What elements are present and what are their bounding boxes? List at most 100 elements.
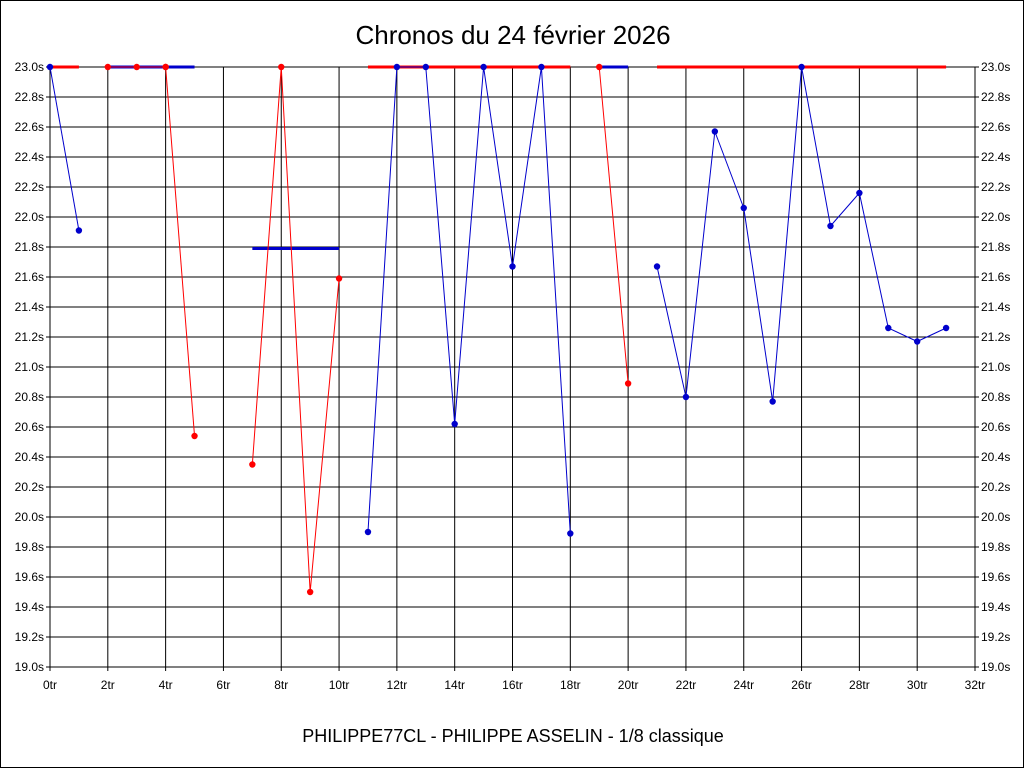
x-tick-label: 18tr (560, 678, 581, 692)
data-point-blue (46, 63, 54, 71)
y-tick-label-left: 21.6s (15, 270, 44, 284)
data-point-red (162, 63, 169, 71)
data-point-blue (711, 128, 719, 135)
series-layer (46, 63, 950, 596)
y-tick-label-left: 20.6s (15, 420, 44, 434)
chart-title: Chronos du 24 février 2026 (355, 20, 670, 50)
y-tick-label-right: 19.8s (981, 540, 1010, 554)
data-point-blue (538, 63, 545, 71)
y-tick-label-left: 21.4s (15, 300, 44, 314)
x-tick-label: 2tr (101, 678, 115, 692)
data-point-blue (653, 263, 661, 270)
data-point-red (133, 63, 140, 71)
y-tick-label-right: 22.2s (981, 180, 1010, 194)
data-point-blue (798, 63, 805, 71)
x-tick-label: 14tr (444, 678, 465, 692)
y-tick-label-right: 19.0s (981, 660, 1010, 674)
data-point-red (104, 63, 112, 71)
data-point-blue (913, 338, 921, 345)
series-line-red-9 (598, 66, 629, 384)
y-tick-label-left: 22.4s (15, 150, 44, 164)
y-tick-label-left: 19.6s (15, 570, 44, 584)
y-tick-label-right: 20.2s (981, 480, 1010, 494)
data-point-blue (682, 393, 690, 401)
data-point-blue (364, 528, 372, 536)
y-tick-label-right: 21.6s (981, 270, 1010, 284)
data-point-red (278, 63, 285, 71)
data-point-blue (393, 63, 401, 71)
x-tick-label: 24tr (733, 678, 754, 692)
y-tick-label-right: 19.6s (981, 570, 1010, 584)
y-tick-label-right: 21.2s (981, 330, 1010, 344)
y-tick-label-left: 20.4s (15, 450, 44, 464)
x-tick-label: 30tr (907, 678, 928, 692)
y-tick-label-right: 23.0s (981, 60, 1010, 74)
y-tick-label-left: 19.4s (15, 600, 44, 614)
x-tick-label: 10tr (329, 678, 350, 692)
x-tick-label: 12tr (387, 678, 408, 692)
series-line-red-4 (165, 66, 196, 437)
x-tick-label: 8tr (274, 678, 288, 692)
data-point-red (596, 63, 603, 71)
series-line-blue-8 (367, 66, 571, 534)
y-tick-label-left: 21.0s (15, 360, 44, 374)
y-tick-label-right: 19.2s (981, 630, 1010, 644)
x-tick-label: 22tr (676, 678, 697, 692)
series-line-red-5 (251, 66, 340, 593)
y-tick-label-right: 20.4s (981, 450, 1010, 464)
data-point-red (624, 380, 632, 387)
data-point-blue (567, 530, 574, 537)
y-tick-label-left: 23.0s (15, 60, 44, 74)
y-tick-label-right: 20.8s (981, 390, 1010, 404)
y-tick-label-left: 19.2s (15, 630, 44, 644)
data-point-blue (75, 227, 83, 234)
x-axis: 0tr 2tr 4tr 6tr 8tr 10tr 12tr 14tr 16tr 18tr 20tr 2… (43, 667, 985, 692)
x-tick-label: 16tr (502, 678, 523, 692)
y-tick-label-right: 21.8s (981, 240, 1010, 254)
x-tick-label: 20tr (618, 678, 639, 692)
data-point-blue (827, 222, 834, 230)
data-point-blue (480, 63, 487, 71)
data-point-blue (509, 263, 516, 270)
data-point-blue (769, 398, 776, 405)
y-tick-label-left: 20.2s (15, 480, 44, 494)
y-tick-label-left: 21.8s (15, 240, 44, 254)
data-point-red (191, 432, 198, 440)
y-tick-label-left: 22.8s (15, 90, 44, 104)
y-axis-right: 19.0s 19.2s 19.4s 19.6s 19.8s 20.0s 20.2s 20.4s… (975, 60, 1010, 674)
y-tick-label-right: 19.4s (981, 600, 1010, 614)
y-tick-label-left: 19.8s (15, 540, 44, 554)
data-point-blue (885, 324, 892, 332)
y-tick-label-right: 22.8s (981, 90, 1010, 104)
y-axis-left: 19.0s 19.2s 19.4s 19.6s 19.8s 20.0s 20.2s 20.4s… (15, 60, 50, 674)
y-tick-label-left: 20.8s (15, 390, 44, 404)
x-tick-label: 26tr (791, 678, 812, 692)
data-point-blue (451, 420, 458, 428)
y-tick-label-right: 22.6s (981, 120, 1010, 134)
data-point-blue (422, 63, 429, 71)
chart-subtitle: PHILIPPE77CL - PHILIPPE ASSELIN - 1/8 cl… (302, 726, 724, 746)
data-point-red (306, 588, 314, 596)
data-point-blue (856, 189, 863, 197)
y-tick-label-right: 21.4s (981, 300, 1010, 314)
y-tick-label-left: 22.2s (15, 180, 44, 194)
x-tick-label: 0tr (43, 678, 57, 692)
series-line-blue-1 (49, 66, 80, 231)
y-tick-label-right: 22.4s (981, 150, 1010, 164)
x-tick-label: 4tr (159, 678, 173, 692)
y-tick-label-left: 19.0s (15, 660, 44, 674)
y-tick-label-right: 21.0s (981, 360, 1010, 374)
data-point-blue (942, 324, 950, 332)
y-tick-label-left: 22.0s (15, 210, 44, 224)
x-tick-label: 6tr (216, 678, 230, 692)
y-tick-label-right: 20.0s (981, 510, 1010, 524)
data-point-red (249, 461, 256, 468)
x-tick-label: 28tr (849, 678, 870, 692)
y-tick-label-left: 20.0s (15, 510, 44, 524)
y-tick-label-right: 22.0s (981, 210, 1010, 224)
y-tick-label-right: 20.6s (981, 420, 1010, 434)
y-tick-label-left: 22.6s (15, 120, 44, 134)
data-point-blue (740, 204, 747, 212)
